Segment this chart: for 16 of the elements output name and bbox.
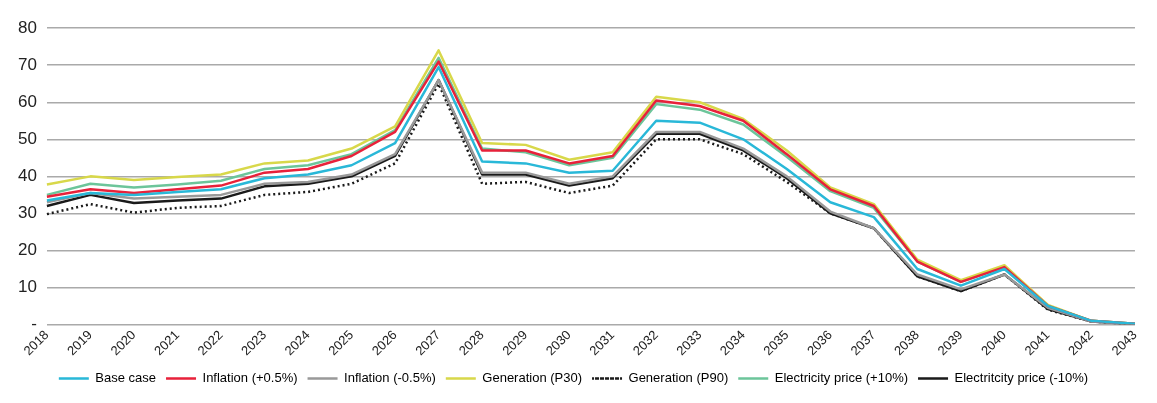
- y-tick-label: 40: [17, 166, 37, 186]
- y-tick-label: 50: [17, 129, 37, 149]
- legend-label: Base case: [95, 370, 157, 386]
- legend-label: Inflation (+0.5%): [202, 370, 298, 386]
- y-tick-label: 80: [17, 17, 37, 37]
- y-tick-label: 60: [17, 91, 37, 111]
- legend-label: Electritcity price (-10%): [954, 370, 1089, 386]
- legend-label: Electricity price (+10%): [774, 370, 909, 386]
- y-tick-label: 70: [17, 54, 37, 74]
- y-tick-label: 20: [17, 240, 37, 260]
- legend-label: Inflation (-0.5%): [344, 370, 436, 386]
- y-tick-label: -: [31, 314, 37, 334]
- y-tick-label: 30: [17, 203, 37, 223]
- legend-label: Generation (P30): [482, 370, 583, 386]
- y-tick-label: 10: [17, 277, 37, 297]
- legend-label: Generation (P90): [628, 370, 729, 386]
